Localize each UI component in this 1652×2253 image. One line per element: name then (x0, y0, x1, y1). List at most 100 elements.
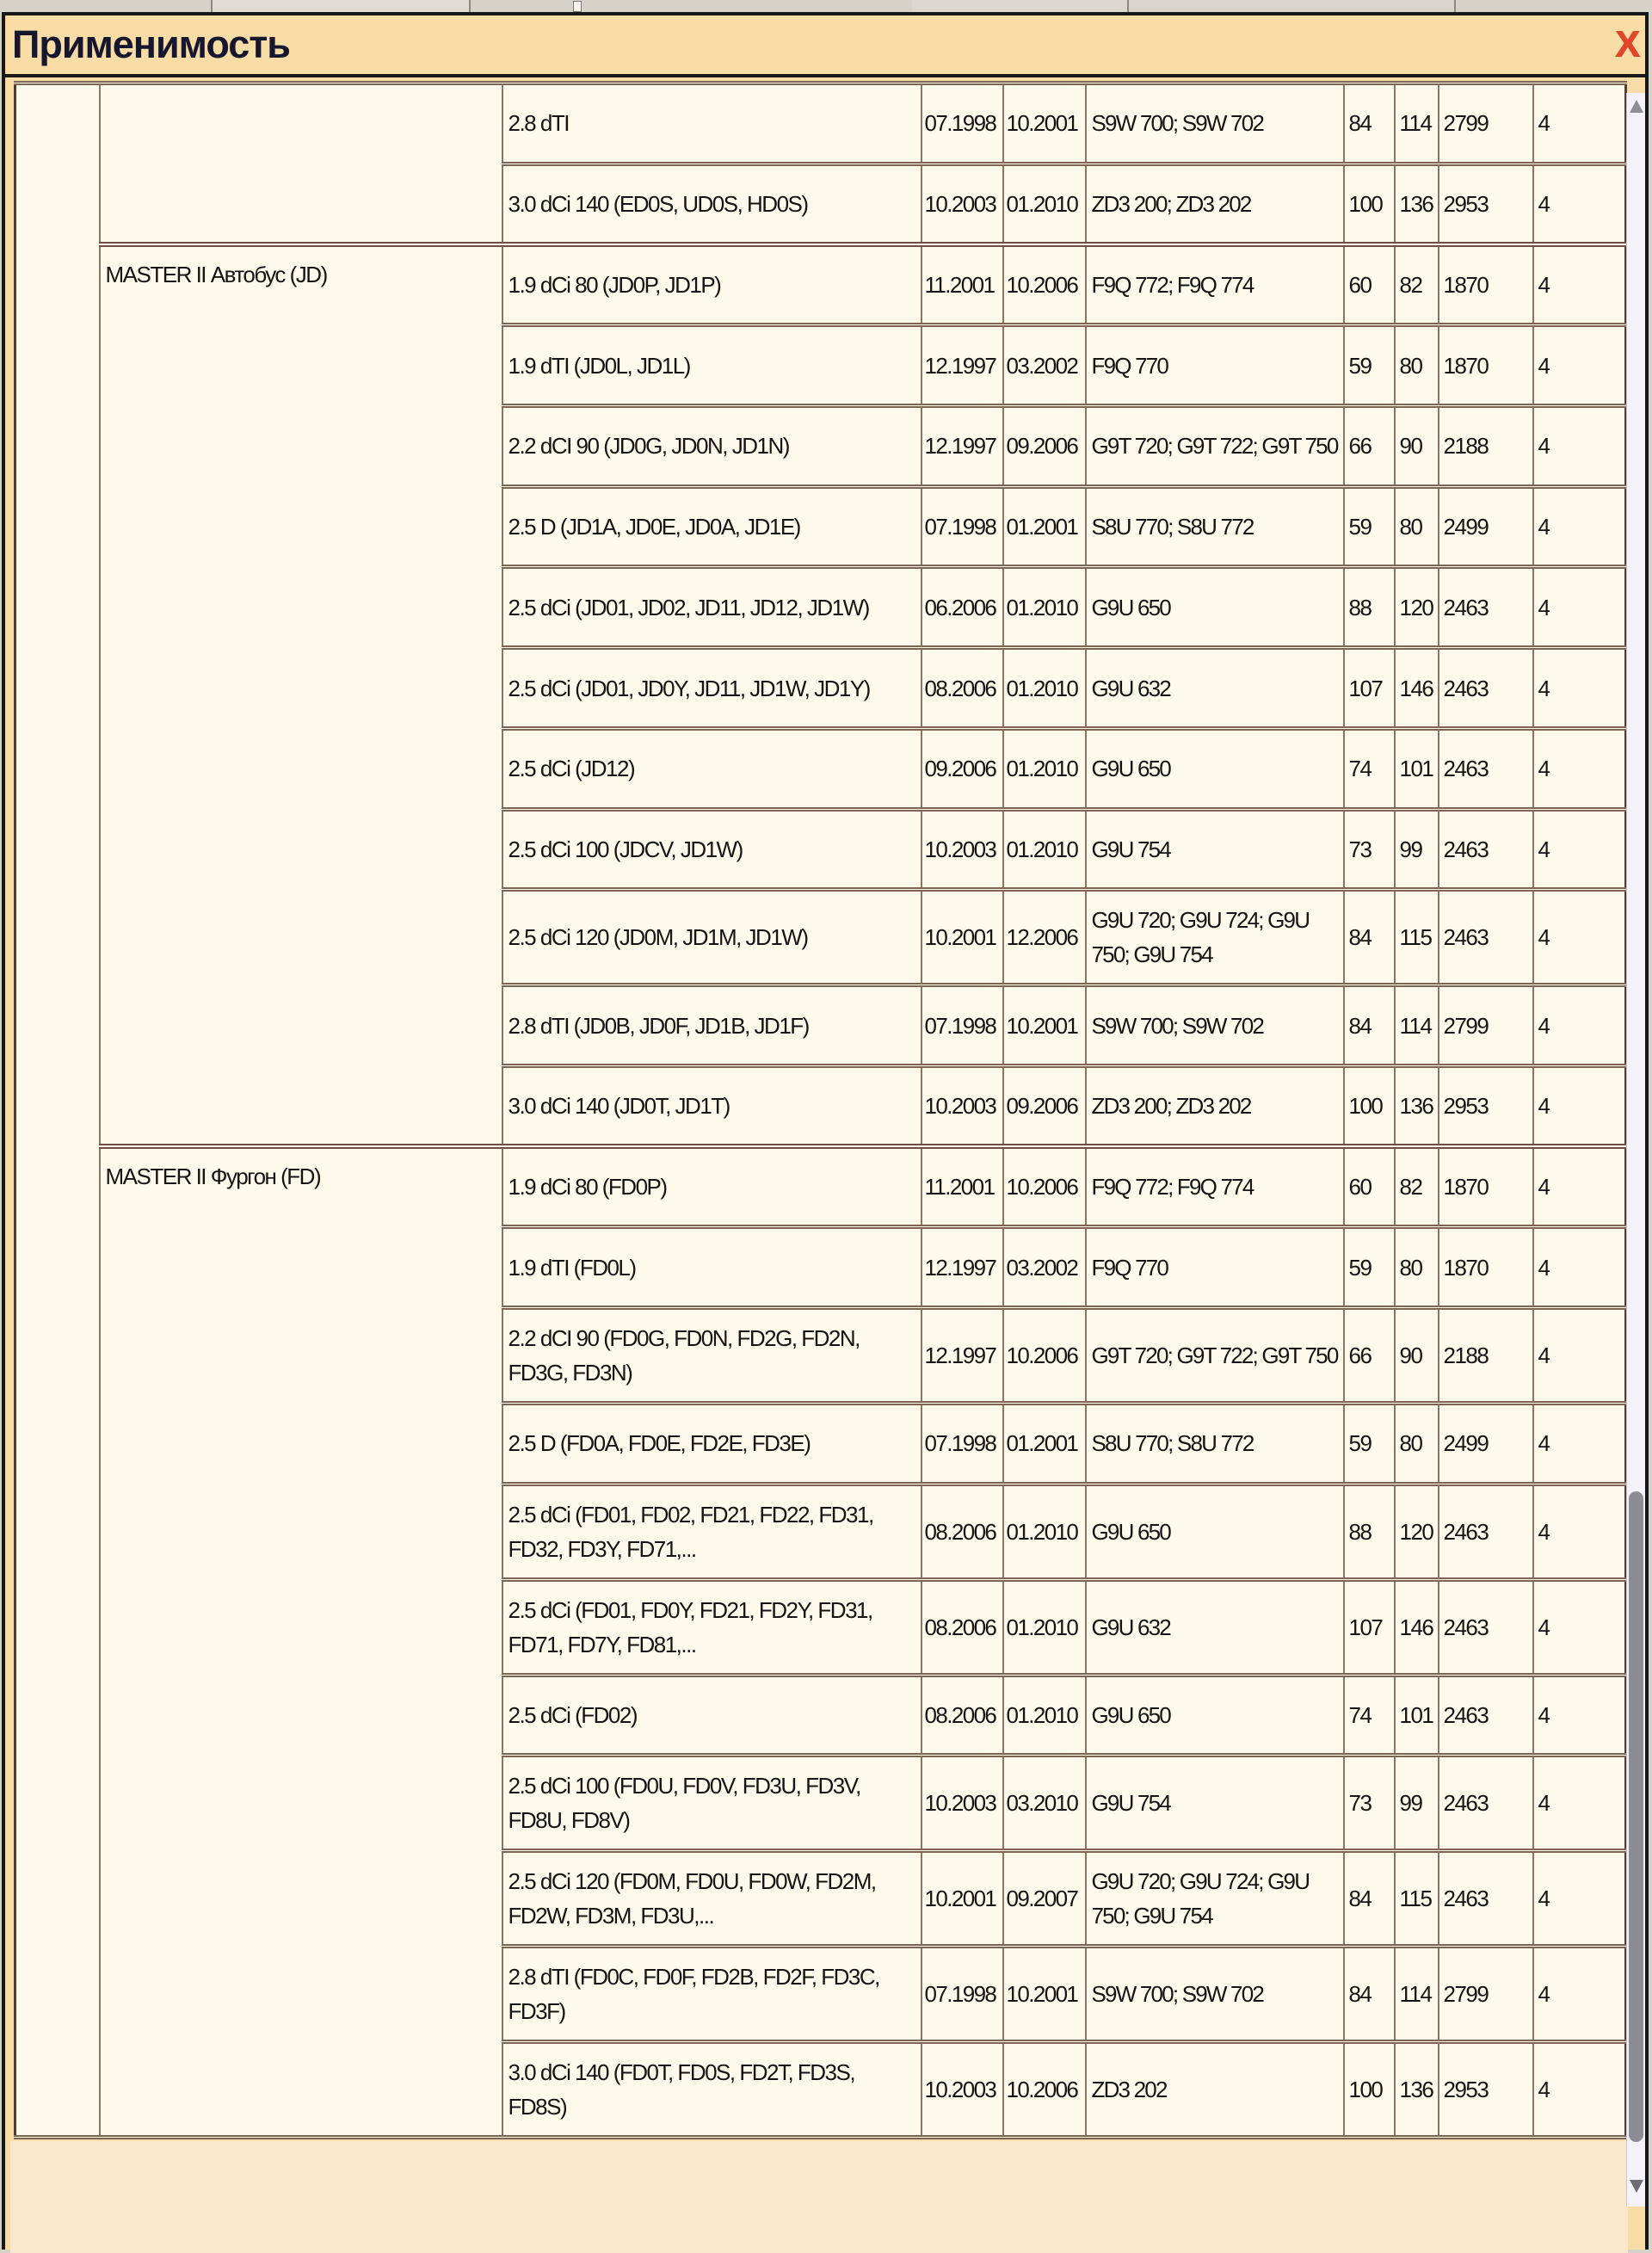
divider (1127, 0, 1129, 12)
cylinders-cell: 4 (1532, 1577, 1627, 1677)
engine-codes-cell: F9Q 770 (1084, 1225, 1345, 1311)
date-from-cell: 07.1998 (920, 484, 1004, 570)
engine-codes-cell: S8U 770; S8U 772 (1084, 484, 1345, 570)
table-row[interactable]: 2.5 dCi (JD01, JD02, JD11, JD12, JD1W) 0… (15, 565, 1627, 651)
engine-cell: 2.5 dCi (JD01, JD0Y, JD11, JD1W, JD1Y) (501, 645, 922, 731)
cylinders-cell: 4 (1532, 1944, 1627, 2044)
displacement-cell: 1870 (1437, 323, 1534, 408)
displacement-cell: 1870 (1437, 241, 1534, 328)
brand-cell (14, 81, 101, 2139)
hp-cell: 136 (1393, 1063, 1439, 1149)
engine-cell: 2.5 dCi (JD12) (501, 725, 922, 812)
date-to-cell: 01.2010 (1002, 1577, 1087, 1677)
displacement-cell: 2953 (1437, 1063, 1534, 1149)
displacement-cell: 2463 (1437, 1753, 1534, 1854)
date-from-cell: 07.1998 (920, 1944, 1004, 2044)
cylinders-cell: 4 (1532, 1481, 1627, 1582)
displacement-cell: 2463 (1437, 565, 1534, 651)
hp-cell: 90 (1393, 1306, 1439, 1406)
cylinders-cell: 4 (1532, 565, 1627, 651)
table-row[interactable]: 2.5 dCi 120 (JD0M, JD1M, JD1W) 10.2001 1… (15, 887, 1627, 988)
date-from-cell: 08.2006 (920, 1672, 1004, 1758)
displacement-cell: 2499 (1437, 1401, 1534, 1486)
dialog-titlebar: Применимость X (5, 15, 1645, 77)
engine-codes-cell: G9U 720; G9U 724; G9U 750; G9U 754 (1084, 1849, 1345, 1948)
date-to-cell: 01.2010 (1002, 161, 1087, 247)
scroll-down-arrow-icon[interactable] (1630, 2180, 1643, 2193)
date-to-cell: 01.2010 (1002, 1672, 1087, 1758)
displacement-cell: 2188 (1437, 1306, 1534, 1406)
date-to-cell: 10.2006 (1002, 241, 1087, 328)
displacement-cell: 1870 (1437, 1144, 1534, 1230)
divider (1454, 0, 1456, 12)
hp-cell: 80 (1393, 484, 1439, 570)
hp-cell: 82 (1393, 241, 1439, 328)
kw-cell: 84 (1342, 983, 1396, 1068)
kw-cell: 59 (1342, 484, 1396, 570)
scrollbar-thumb[interactable] (1629, 1491, 1643, 2142)
table-row[interactable]: 2.5 dCi (JD12) 09.2006 01.2010 G9U 650 7… (15, 725, 1627, 812)
table-row[interactable]: 2.2 dCI 90 (JD0G, JD0N, JD1N) 12.1997 09… (15, 403, 1627, 489)
table-row[interactable]: 2.5 dCi (JD01, JD0Y, JD11, JD1W, JD1Y) 0… (15, 645, 1627, 731)
cylinders-cell: 4 (1532, 241, 1627, 328)
table-row[interactable]: MASTER II Фургон (FD) 1.9 dCi 80 (FD0P) … (15, 1144, 1627, 2140)
divider (211, 0, 213, 12)
model-cell: MASTER II Фургон (FD) (98, 1144, 503, 2140)
table-row[interactable]: 2.5 dCi 100 (FD0U, FD0V, FD3U, FD3V, FD8… (15, 1753, 1627, 1854)
table-row[interactable]: 1.9 dTI (JD0L, JD1L) 12.1997 03.2002 F9Q… (15, 323, 1627, 408)
vertical-scrollbar[interactable] (1626, 93, 1645, 2207)
date-to-cell: 01.2010 (1002, 565, 1087, 651)
date-from-cell: 08.2006 (920, 1481, 1004, 1582)
hp-cell: 146 (1393, 645, 1439, 731)
displacement-cell: 2463 (1437, 725, 1534, 812)
table-row[interactable]: 2.8 dTI 07.1998 10.2001 S9W 700; S9W 702… (14, 80, 1627, 2139)
cylinders-cell: 4 (1532, 1063, 1627, 1149)
table-row[interactable]: 3.0 dCi 140 (ED0S, UD0S, HD0S) 10.2003 0… (15, 161, 1627, 247)
date-to-cell: 12.2006 (1002, 887, 1087, 988)
hp-cell: 120 (1393, 565, 1439, 651)
engine-cell: 2.5 dCi (FD02) (501, 1672, 922, 1758)
scroll-up-arrow-icon[interactable] (1630, 100, 1643, 113)
table-row[interactable]: 2.5 dCi (FD01, FD0Y, FD21, FD2Y, FD31, F… (15, 1577, 1627, 1677)
table-row[interactable]: 2.5 dCi 100 (JDCV, JD1W) 10.2003 01.2010… (15, 806, 1627, 892)
engine-codes-cell: G9U 650 (1084, 725, 1345, 812)
table-row[interactable]: 2.8 dTI (JD0B, JD0F, JD1B, JD1F) 07.1998… (15, 983, 1627, 1068)
table-row[interactable]: 2.5 D (FD0A, FD0E, FD2E, FD3E) 07.1998 0… (15, 1401, 1627, 1486)
table-row[interactable]: MASTER II Автобус (JD) 1.9 dCi 80 (JD0P,… (15, 241, 1627, 1149)
date-to-cell: 01.2010 (1002, 1481, 1087, 1582)
date-from-cell: 10.2003 (920, 2039, 1004, 2140)
table-row[interactable]: 3.0 dCi 140 (FD0T, FD0S, FD2T, FD3S, FD8… (15, 2039, 1627, 2140)
table-row[interactable]: 2.8 dTI (FD0C, FD0F, FD2B, FD2F, FD3C, F… (15, 1944, 1627, 2044)
date-from-cell: 12.1997 (920, 403, 1004, 489)
date-to-cell: 03.2010 (1002, 1753, 1087, 1854)
cylinders-cell: 4 (1532, 983, 1627, 1068)
table-row[interactable]: 1.9 dTI (FD0L) 12.1997 03.2002 F9Q 770 5… (15, 1225, 1627, 1311)
engine-cell: 2.8 dTI (JD0B, JD0F, JD1B, JD1F) (501, 983, 922, 1068)
table-row[interactable]: 2.5 dCi (FD02) 08.2006 01.2010 G9U 650 7… (15, 1672, 1627, 1758)
applicability-table: 2.8 dTI 07.1998 10.2001 S9W 700; S9W 702… (14, 80, 1627, 2140)
date-from-cell: 10.2001 (920, 1849, 1004, 1948)
document-icon (573, 1, 582, 12)
close-icon[interactable]: X (1614, 23, 1640, 65)
engine-codes-cell: S9W 700; S9W 702 (1084, 983, 1345, 1068)
table-row[interactable]: 2.5 dCi 120 (FD0M, FD0U, FD0W, FD2M, FD2… (15, 1849, 1627, 1948)
engine-codes-cell: G9U 650 (1084, 565, 1345, 651)
kw-cell: 73 (1342, 806, 1396, 892)
kw-cell: 60 (1342, 241, 1396, 328)
table-row[interactable]: 2.2 dCI 90 (FD0G, FD0N, FD2G, FD2N, FD3G… (15, 1306, 1627, 1406)
model-cell (98, 80, 503, 247)
hp-cell: 99 (1393, 1753, 1439, 1854)
table-row[interactable]: 3.0 dCi 140 (JD0T, JD1T) 10.2003 09.2006… (15, 1063, 1627, 1149)
displacement-cell: 2463 (1437, 1672, 1534, 1758)
hp-cell: 80 (1393, 323, 1439, 408)
hp-cell: 80 (1393, 1225, 1439, 1311)
cylinders-cell: 4 (1532, 323, 1627, 408)
date-from-cell: 11.2001 (920, 1144, 1004, 1230)
displacement-cell: 2188 (1437, 403, 1534, 489)
engine-cell: 2.5 D (JD1A, JD0E, JD0A, JD1E) (501, 484, 922, 570)
table-row[interactable]: 2.5 D (JD1A, JD0E, JD0A, JD1E) 07.1998 0… (15, 484, 1627, 570)
engine-cell: 2.2 dCI 90 (JD0G, JD0N, JD1N) (501, 403, 922, 489)
table-row[interactable]: 2.5 dCi (FD01, FD02, FD21, FD22, FD31, F… (15, 1481, 1627, 1582)
kw-cell: 100 (1342, 2039, 1396, 2140)
date-from-cell: 11.2001 (920, 241, 1004, 328)
